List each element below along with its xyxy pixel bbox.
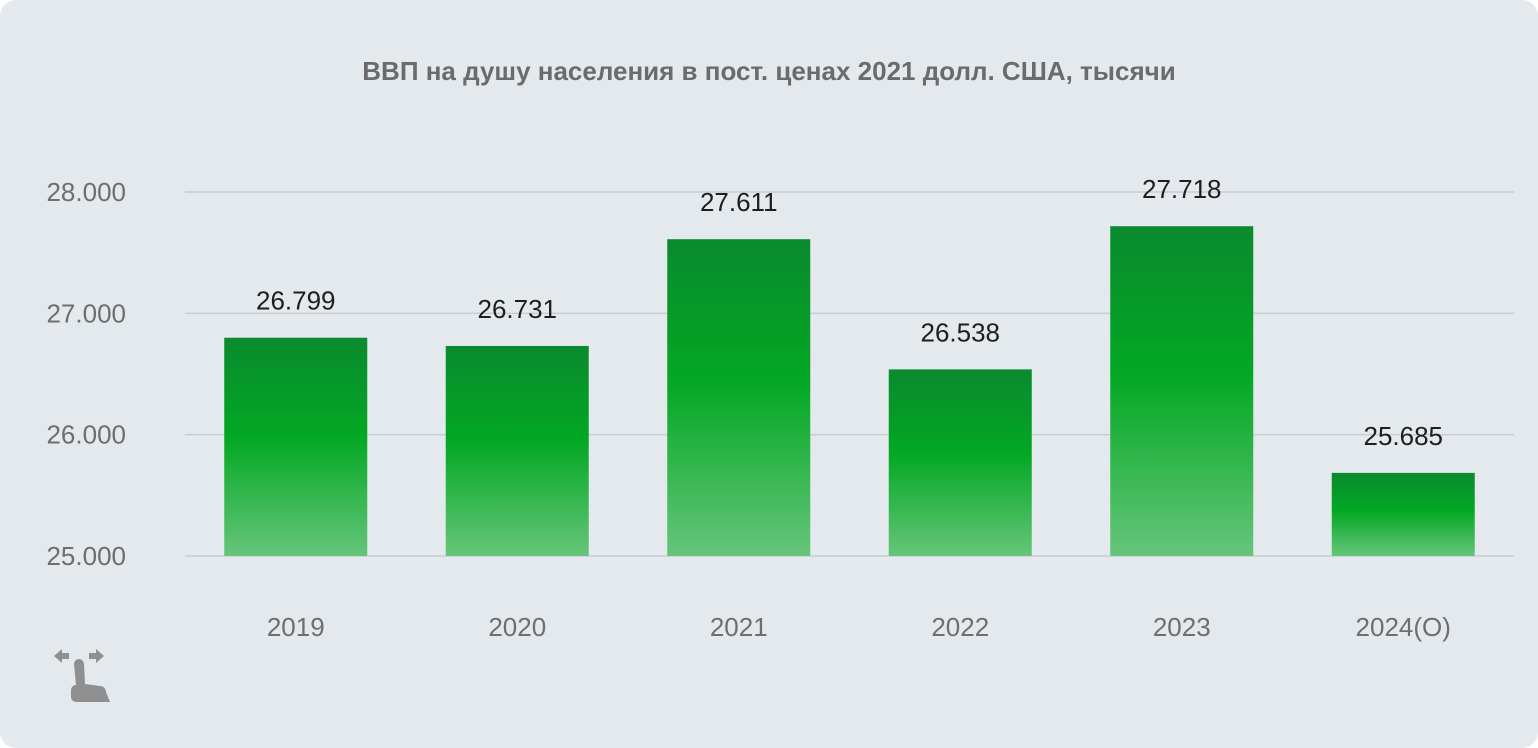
data-label: 26.538 [920,317,1000,347]
bar [445,345,589,556]
x-tick-label: 2019 [267,612,325,642]
x-tick-label: 2022 [931,612,989,642]
data-label: 25.685 [1363,421,1443,451]
swipe-horizontal-hand-icon[interactable] [50,644,114,708]
y-tick-label: 26.000 [46,420,126,450]
y-tick-label: 25.000 [46,541,126,571]
chart-title: ВВП на душу населения в пост. ценах 2021… [362,56,1176,86]
data-label: 27.718 [1142,174,1222,204]
x-tick-label: 2021 [710,612,768,642]
y-tick-label: 28.000 [46,177,126,207]
y-tick-label: 27.000 [46,298,126,328]
x-tick-label: 2024(О) [1356,612,1451,642]
data-label: 26.799 [256,286,336,316]
bar [888,369,1032,556]
bar [224,337,368,556]
bar [667,239,811,556]
x-tick-label: 2023 [1153,612,1211,642]
data-label: 26.731 [477,294,557,324]
bar [1331,472,1475,556]
data-label: 27.611 [700,187,778,217]
bar [1110,226,1254,556]
x-tick-label: 2020 [488,612,546,642]
